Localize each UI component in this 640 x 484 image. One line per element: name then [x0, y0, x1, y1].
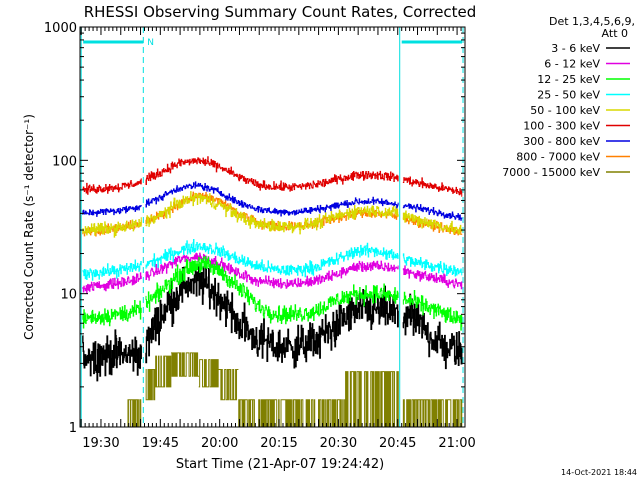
legend: Det 1,3,4,5,6,9,Att 03 - 6 keV 6 - 12 keV…	[502, 15, 635, 179]
legend-entry-label: 300 - 800 keV	[523, 135, 600, 148]
series-line-25-50	[82, 238, 463, 281]
y-tick-label: 100	[52, 154, 77, 169]
plot-frame	[79, 26, 466, 428]
series-line-6-12	[82, 252, 463, 294]
y-axis-label: Corrected Count Rate (s⁻¹ detector⁻¹)	[22, 114, 36, 340]
night-label: N	[147, 38, 154, 48]
series-25-50-kev	[82, 238, 463, 281]
x-tick-label: 19:30	[82, 436, 119, 451]
series-line-50-100	[82, 191, 463, 238]
y-axis: 1 10 100 1000	[44, 21, 465, 436]
series-50-100-kev	[82, 191, 463, 238]
plot-area: N	[80, 27, 464, 428]
series-12-25-kev	[82, 255, 463, 331]
legend-entry-label: 12 - 25 keV	[537, 73, 600, 86]
series-100-300-kev	[82, 156, 463, 197]
legend-entry-label: 50 - 100 keV	[530, 104, 600, 117]
legend-entry-label: 25 - 50 keV	[537, 89, 600, 102]
timestamp: 14-Oct-2021 18:44	[561, 468, 637, 477]
x-tick-label: 20:30	[320, 436, 357, 451]
legend-entry-label: 100 - 300 keV	[523, 120, 600, 133]
legend-entry-label: 800 - 7000 keV	[516, 151, 600, 164]
series-line-12-25	[82, 255, 463, 331]
y-tick-label: 1	[69, 421, 77, 436]
x-axis-label: Start Time (21-Apr-07 19:24:42)	[176, 457, 384, 472]
series-3-6-kev	[82, 261, 463, 382]
x-tick-label: 20:45	[379, 436, 416, 451]
legend-entry-label: 7000 - 15000 keV	[502, 166, 600, 179]
x-tick-label: 21:00	[438, 436, 475, 451]
series-line-300-800	[82, 181, 463, 221]
chart-title: RHESSI Observing Summary Count Rates, Co…	[84, 3, 477, 21]
legend-entry-label: 6 - 12 keV	[544, 58, 600, 71]
legend-header-detectors: Det 1,3,4,5,6,9,	[549, 15, 635, 28]
x-tick-label: 20:15	[260, 436, 297, 451]
x-tick-label: 19:45	[142, 436, 179, 451]
x-tick-label: 20:00	[201, 436, 238, 451]
legend-entry-label: 3 - 6 keV	[551, 42, 600, 55]
series-line-3-6	[82, 261, 463, 382]
y-tick-label: 1000	[44, 21, 77, 36]
legend-header-attenuator: Att 0	[602, 27, 628, 40]
series-300-800-kev	[82, 181, 463, 221]
y-tick-label: 10	[60, 288, 77, 303]
series-6-12-kev	[82, 252, 463, 294]
series-line-100-300	[82, 156, 463, 197]
x-axis: 19:30 19:45 20:00 20:15 20:30 20:45 21:00	[80, 27, 476, 451]
